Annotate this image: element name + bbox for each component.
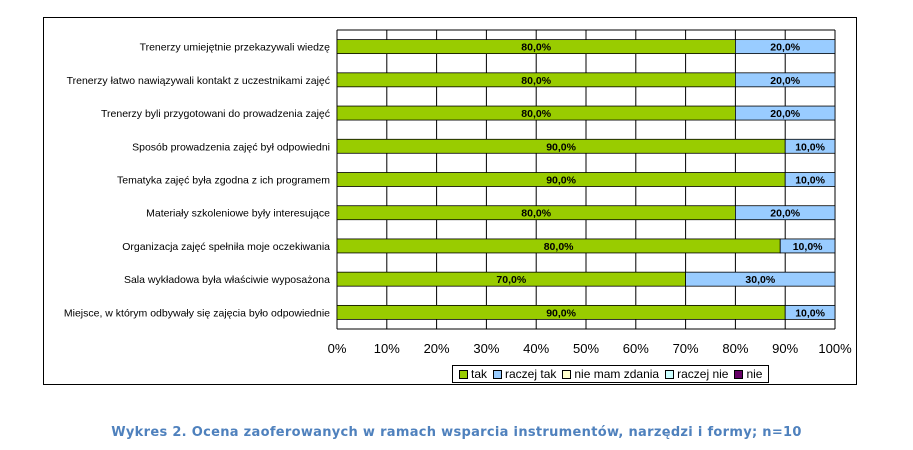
x-tick-label: 10%: [374, 341, 400, 356]
legend-item: raczej tak: [493, 367, 556, 381]
x-axis-ticks: 0% 10% 20% 30% 40% 50% 60% 70% 80% 90% 100%: [328, 341, 852, 356]
data-label: 20,0%: [770, 208, 800, 220]
legend-swatch: [734, 369, 744, 379]
x-tick-label: 80%: [722, 341, 748, 356]
legend-item: nie: [734, 367, 762, 381]
category-label: Sala wykładowa była właściwie wyposażona: [124, 274, 330, 286]
bar-raczej-tak: [784, 172, 836, 187]
figure-caption: Wykres 2. Ocena zaoferowanych w ramach w…: [111, 425, 802, 440]
x-tick-label: 90%: [772, 341, 798, 356]
bar-raczej-tak: [784, 304, 836, 320]
x-tick-label: 70%: [673, 341, 699, 356]
data-label: 10,0%: [795, 141, 825, 153]
category-label: Organizacja zajęć spełniła moje oczekiwa…: [122, 241, 330, 253]
data-label: 70,0%: [496, 274, 526, 286]
x-tick-label: 50%: [573, 341, 599, 356]
legend-swatch: [459, 369, 468, 379]
category-label: Sposób prowadzenia zajęć był odpowiedni: [132, 141, 330, 153]
x-tick-label: 20%: [424, 341, 450, 356]
data-label: 80,0%: [521, 208, 551, 220]
x-tick-label: 30%: [473, 341, 499, 356]
legend-label: raczej tak: [505, 367, 557, 381]
x-tick-label: 100%: [818, 341, 852, 356]
data-label: 80,0%: [521, 108, 551, 120]
data-label: 10,0%: [795, 175, 825, 187]
data-label: 80,0%: [521, 42, 551, 54]
category-label: Trenerzy łatwo nawiązywali kontakt z ucz…: [67, 75, 330, 87]
bar-raczej-tak: [735, 39, 836, 55]
bar-raczej-tak: [735, 72, 836, 88]
data-label: 30,0%: [745, 274, 775, 286]
data-label: 10,0%: [793, 241, 823, 253]
data-labels: 80,0% 20,0% 80,0% 20,0% 80,0% 20,0% 90,0% 10,0%…: [496, 42, 825, 320]
data-label: 10,0%: [795, 307, 825, 319]
bar-raczej-tak: [735, 105, 836, 121]
bar-raczej-tak: [779, 238, 836, 254]
legend-item: raczej nie: [665, 367, 728, 381]
category-label: Trenerzy byli przygotowani do prowadzeni…: [101, 108, 330, 120]
category-label: Tematyka zajęć była zgodna z ich program…: [117, 175, 330, 187]
data-label: 90,0%: [546, 141, 576, 153]
legend-label: tak: [471, 367, 488, 381]
data-label: 20,0%: [770, 42, 800, 54]
legend: tak raczej tak nie mam zdania raczej nie nie: [452, 365, 770, 383]
x-tick-label: 60%: [623, 341, 649, 356]
data-label: 80,0%: [521, 75, 551, 87]
legend-swatch: [665, 369, 675, 379]
bar-raczej-tak: [685, 271, 836, 287]
x-tick-label: 40%: [523, 341, 549, 356]
category-labels: Trenerzy umiejętnie przekazywali wiedzę T…: [64, 42, 330, 320]
bars: [336, 39, 836, 320]
data-label: 20,0%: [770, 75, 800, 87]
data-label: 90,0%: [546, 175, 576, 187]
legend-swatch: [493, 369, 503, 379]
legend-item: tak: [459, 367, 487, 381]
x-tick-label: 0%: [328, 341, 347, 356]
bar-chart: 80,0% 20,0% 80,0% 20,0% 80,0% 20,0% 90,0% 10,0%…: [64, 29, 852, 356]
bar-raczej-tak: [784, 138, 836, 154]
data-label: 80,0%: [544, 241, 574, 253]
legend-label: raczej nie: [677, 367, 729, 381]
category-label: Trenerzy umiejętnie przekazywali wiedzę: [140, 42, 331, 54]
category-label: Miejsce, w którym odbywały się zajęcia b…: [64, 307, 330, 319]
category-label: Materiały szkoleniowe były interesujące: [146, 208, 330, 220]
data-label: 20,0%: [770, 108, 800, 120]
legend-swatch: [562, 369, 572, 379]
chart-area: 80,0% 20,0% 80,0% 20,0% 80,0% 20,0% 90,0% 10,0%…: [43, 17, 857, 385]
legend-label: nie mam zdania: [574, 367, 660, 381]
legend-label: nie: [746, 367, 763, 381]
legend-item: nie mam zdania: [562, 367, 659, 381]
data-label: 90,0%: [546, 307, 576, 319]
bar-raczej-tak: [735, 205, 836, 221]
